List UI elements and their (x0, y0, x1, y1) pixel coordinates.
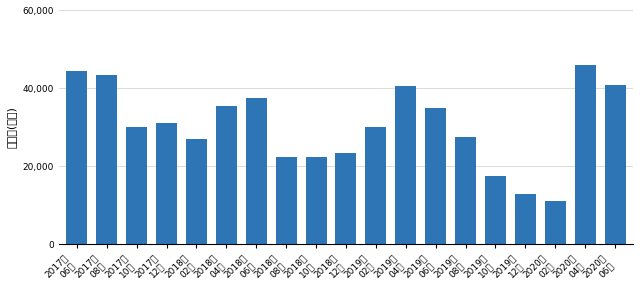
Bar (186, 139, 207, 244)
Bar (96, 75, 117, 244)
Bar (485, 176, 506, 244)
Bar (216, 106, 237, 244)
Bar (67, 71, 87, 244)
Bar (365, 127, 387, 244)
Y-axis label: 거래량(건수): 거래량(건수) (7, 106, 17, 148)
Bar (246, 98, 267, 244)
Bar (605, 84, 625, 244)
Bar (396, 86, 416, 244)
Bar (425, 108, 446, 244)
Bar (455, 137, 476, 244)
Bar (575, 65, 596, 244)
Bar (126, 127, 147, 244)
Bar (545, 201, 566, 244)
Bar (335, 153, 356, 244)
Bar (276, 157, 296, 244)
Bar (515, 194, 536, 244)
Bar (156, 123, 177, 244)
Bar (305, 157, 326, 244)
